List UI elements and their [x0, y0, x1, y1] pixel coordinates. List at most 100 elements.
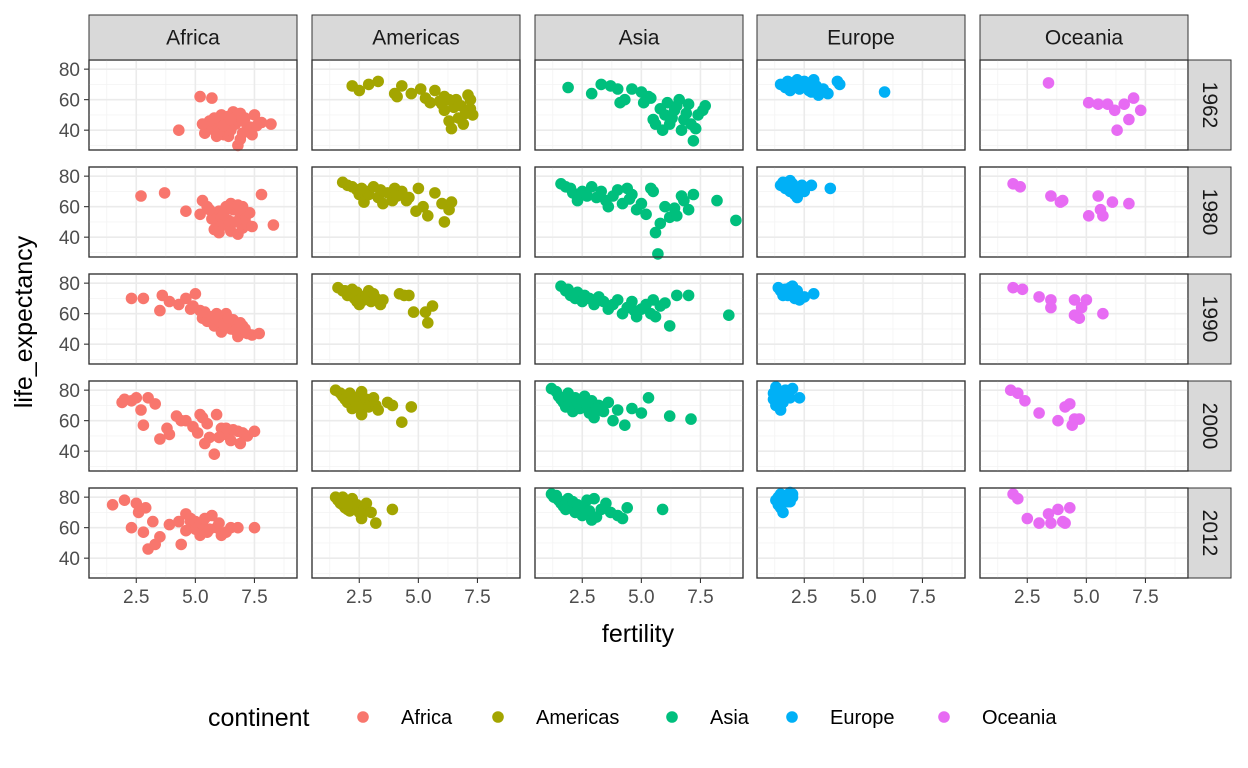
data-point-africa — [180, 524, 192, 537]
data-point-oceania — [1092, 190, 1104, 202]
data-point-africa — [199, 512, 211, 525]
data-point-asia — [654, 217, 667, 230]
facet-strip-2000 — [1187, 380, 1232, 472]
data-point-oceania — [1012, 492, 1024, 505]
y-tick-label: 60 — [59, 91, 80, 112]
data-point-africa — [154, 433, 166, 445]
data-point-asia — [562, 81, 574, 94]
x-tick-label: 5.0 — [1073, 587, 1099, 608]
data-point-asia — [602, 396, 615, 409]
data-point-asia — [576, 393, 589, 406]
data-point-asia — [699, 100, 711, 112]
data-point-asia — [626, 402, 638, 415]
data-point-asia — [663, 410, 676, 422]
data-point-americas — [405, 87, 418, 100]
data-point-oceania — [1042, 77, 1055, 89]
panel-africa-1990 — [88, 273, 298, 365]
panel-borders — [88, 59, 1189, 579]
data-point-europe — [777, 289, 789, 302]
data-point-asia — [675, 124, 688, 136]
data-point-africa — [173, 515, 185, 528]
data-point-oceania — [1012, 387, 1024, 400]
data-point-africa — [248, 521, 261, 534]
data-point-asia — [600, 497, 612, 510]
data-point-oceania — [1064, 398, 1076, 410]
data-point-americas — [403, 289, 415, 302]
panel-border — [311, 380, 521, 472]
x-tick-label: 7.5 — [687, 587, 713, 608]
data-point-americas — [362, 78, 375, 91]
data-point-oceania — [1033, 517, 1045, 529]
data-point-africa — [158, 187, 171, 199]
y-tick-label: 60 — [59, 519, 80, 540]
data-point-asia — [678, 194, 690, 207]
data-point-africa — [106, 499, 119, 511]
data-point-asia — [730, 214, 742, 227]
x-tick-label: 5.0 — [182, 587, 208, 608]
data-point-asia — [642, 392, 655, 404]
y-tick-label: 80 — [59, 60, 80, 81]
data-point-asia — [595, 185, 607, 198]
data-point-africa — [139, 502, 152, 514]
data-point-africa — [232, 521, 244, 534]
data-point-europe — [807, 288, 820, 300]
legend-swatch-americas — [492, 711, 504, 723]
data-point-oceania — [1123, 113, 1135, 126]
x-tick-label: 7.5 — [464, 587, 490, 608]
data-point-oceania — [1118, 98, 1130, 110]
panel-border — [756, 59, 966, 151]
panel-border — [756, 273, 966, 365]
x-tick-label: 2.5 — [123, 587, 149, 608]
data-point-asia — [647, 185, 659, 198]
data-point-africa — [180, 292, 192, 305]
data-point-africa — [196, 118, 209, 130]
x-tick-label: 7.5 — [1132, 587, 1158, 608]
data-point-oceania — [1064, 502, 1076, 514]
data-point-africa — [173, 124, 185, 136]
data-point-americas — [455, 100, 467, 112]
x-tick-label: 5.0 — [628, 587, 654, 608]
data-point-americas — [417, 200, 429, 213]
y-tick-label: 80 — [59, 274, 80, 295]
data-point-africa — [137, 292, 150, 305]
data-point-oceania — [1111, 124, 1123, 136]
data-point-americas — [457, 118, 470, 130]
data-point-africa — [222, 312, 235, 325]
data-point-oceania — [1056, 194, 1069, 207]
legend-label: Asia — [710, 707, 750, 729]
data-point-americas — [353, 84, 366, 97]
data-point-americas — [429, 84, 441, 97]
panel-americas-1962 — [311, 59, 521, 151]
data-point-americas — [422, 210, 434, 222]
y-tick-label: 40 — [59, 121, 80, 142]
data-point-asia — [628, 304, 641, 317]
y-axis-title: life_expectancy — [10, 235, 38, 408]
data-point-oceania — [1097, 210, 1109, 222]
y-tick-label: 40 — [59, 335, 80, 356]
panel-border — [979, 273, 1189, 365]
data-point-asia — [661, 96, 674, 109]
data-point-asia — [595, 78, 607, 91]
data-point-asia — [607, 414, 619, 427]
data-point-africa — [163, 295, 176, 308]
legend-label: Oceania — [982, 707, 1057, 729]
facet-strip-label: 2012 — [1198, 510, 1221, 557]
data-point-asia — [640, 208, 652, 221]
data-point-americas — [429, 187, 441, 199]
data-point-europe — [786, 280, 799, 293]
data-point-americas — [372, 75, 385, 88]
data-point-africa — [248, 109, 261, 121]
data-point-americas — [412, 182, 425, 195]
data-point-americas — [370, 517, 382, 529]
data-point-africa — [184, 512, 197, 525]
panel-border — [979, 380, 1189, 472]
data-point-asia — [550, 489, 563, 502]
data-point-americas — [414, 83, 427, 95]
data-point-africa — [250, 119, 263, 132]
facet-strip-asia — [534, 14, 744, 61]
data-point-oceania — [1092, 98, 1104, 110]
data-point-asia — [671, 100, 683, 112]
data-point-africa — [225, 113, 237, 126]
data-point-africa — [147, 515, 159, 528]
